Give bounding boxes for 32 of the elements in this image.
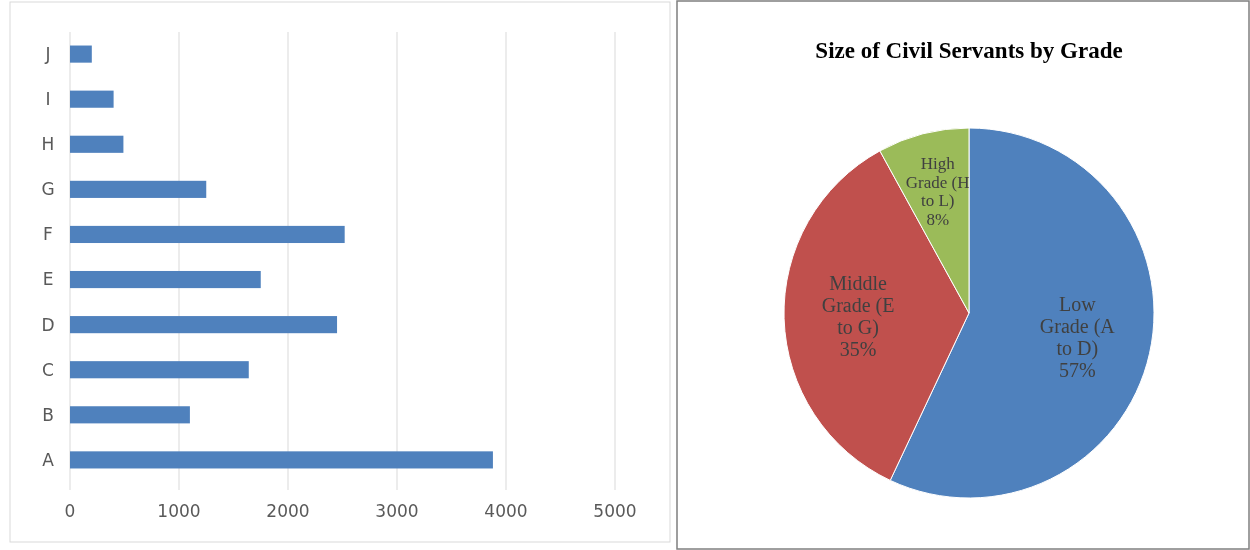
x-tick-label: 1000 <box>157 501 201 521</box>
x-tick-label: 4000 <box>484 501 528 521</box>
bar <box>70 451 493 469</box>
y-tick-label: D <box>41 314 55 335</box>
data-label: 57% <box>1058 359 1096 382</box>
y-tick-label: I <box>45 89 51 110</box>
y-tick-label: A <box>42 449 55 470</box>
bar <box>70 225 345 244</box>
x-tick-label: 3000 <box>375 501 419 521</box>
chart-title: Size of Civil Servants by Grade <box>815 38 1123 63</box>
bar <box>70 45 92 63</box>
bar <box>70 180 207 198</box>
bar <box>70 406 190 424</box>
y-tick-label: B <box>42 404 54 425</box>
slice-label: Middle Grade (E to G) <box>821 272 895 340</box>
data-label: 8% <box>926 210 950 230</box>
bar <box>70 135 124 153</box>
bar <box>70 316 338 334</box>
y-tick-label: E <box>42 269 54 290</box>
y-tick-label: F <box>43 224 53 245</box>
y-tick-label: G <box>41 179 55 200</box>
bar <box>70 361 249 379</box>
y-tick-label: C <box>42 359 54 380</box>
y-tick-label: J <box>44 44 51 65</box>
slice-label: Low Grade (A to D) <box>1039 293 1116 361</box>
y-tick-label: H <box>41 134 55 155</box>
x-tick-label: 2000 <box>266 501 310 521</box>
bar <box>70 270 261 289</box>
x-tick-label: 0 <box>64 501 76 521</box>
data-label: 35% <box>839 338 877 361</box>
bar <box>70 90 114 108</box>
x-tick-label: 5000 <box>593 501 637 521</box>
